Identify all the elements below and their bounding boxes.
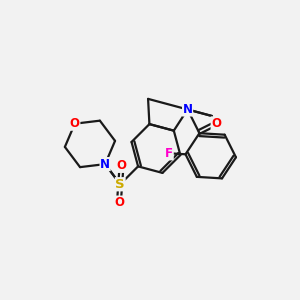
Text: N: N	[183, 103, 193, 116]
Text: O: O	[116, 159, 127, 172]
Text: N: N	[100, 158, 110, 171]
Text: F: F	[165, 147, 173, 160]
Text: O: O	[211, 117, 221, 130]
Text: O: O	[114, 196, 124, 209]
Text: S: S	[116, 178, 125, 191]
Text: O: O	[70, 117, 80, 130]
